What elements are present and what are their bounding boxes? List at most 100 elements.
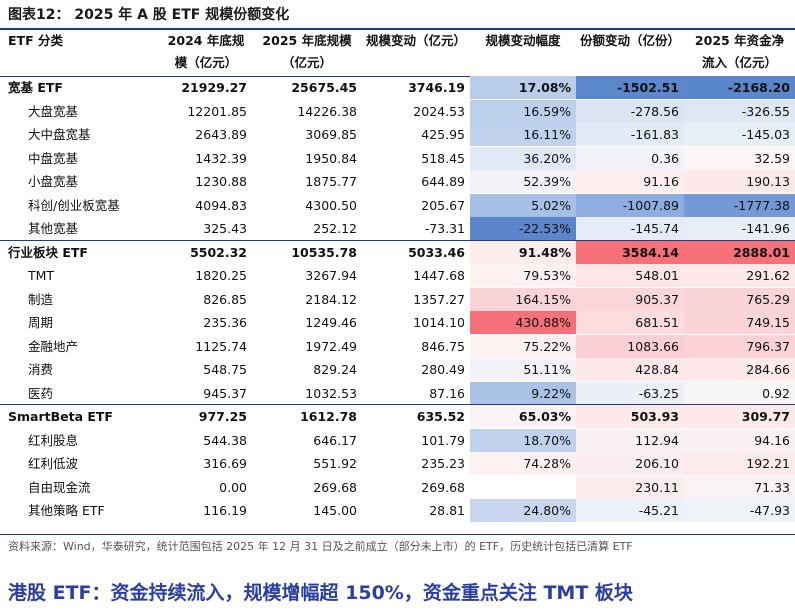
share-change-cell: -145.74 (576, 217, 684, 240)
size-change-pct-cell: 16.59% (470, 99, 576, 123)
share-change-cell: 681.51 (576, 311, 684, 334)
table-row: 中盘宽基 1432.39 1950.84 518.45 36.20% 0.36 32.59 (0, 146, 795, 170)
net-inflow-cell: -47.93 (684, 499, 795, 522)
size-2025-cell: 1032.53 (305, 385, 357, 401)
table-row: TMT 1820.25 3267.94 1447.68 79.53% 548.01 291.… (0, 264, 795, 287)
share-change-cell: 230.11 (576, 475, 684, 499)
size-change-cell: 644.89 (421, 174, 465, 189)
size-2025-cell: 1972.49 (305, 338, 357, 354)
row-label: 小盘宽基 (28, 174, 79, 189)
share-change-cell: 3584.14 (576, 240, 684, 264)
size-change-cell: 1447.68 (413, 268, 465, 283)
size-2025-cell: 14226.38 (297, 103, 357, 119)
row-label: 其他策略 ETF (28, 503, 105, 518)
net-inflow-cell: 291.62 (684, 264, 795, 287)
size-change-cell: 1014.10 (413, 315, 465, 330)
size-2025-cell: 1249.46 (305, 315, 357, 330)
size-change-cell: 3746.19 (408, 80, 465, 95)
net-inflow-cell: 94.16 (684, 428, 795, 452)
size-2025-cell: 3069.85 (305, 127, 357, 142)
size-change-cell: 28.81 (429, 503, 465, 518)
size-change-cell: 2024.53 (413, 103, 465, 119)
size-2025-cell: 10535.78 (291, 244, 357, 260)
row-label: 周期 (28, 315, 54, 330)
size-2024-cell: 21929.27 (181, 80, 247, 95)
share-change-cell: -278.56 (576, 99, 684, 123)
section-divider (0, 404, 795, 405)
size-change-pct-cell (470, 475, 576, 499)
size-2024-cell: 2643.89 (195, 127, 247, 142)
header-2024-size-b: 模（亿元） (174, 55, 238, 70)
share-change-cell: 112.94 (576, 428, 684, 452)
size-2024-cell: 1432.39 (195, 150, 247, 166)
size-2024-cell: 1125.74 (195, 338, 247, 354)
share-change-cell: 0.36 (576, 146, 684, 170)
size-2025-cell: 145.00 (313, 503, 357, 518)
size-2024-cell: 4094.83 (195, 197, 247, 213)
net-inflow-cell: 309.77 (684, 405, 795, 428)
size-2025-cell: 829.24 (313, 362, 357, 377)
net-inflow-cell: -141.96 (684, 217, 795, 240)
row-label: 医药 (28, 385, 54, 401)
row-label: 大中盘宽基 (28, 127, 91, 142)
row-label: 金融地产 (28, 338, 79, 354)
share-change-cell: 503.93 (576, 405, 684, 428)
size-2025-cell: 252.12 (313, 221, 357, 236)
size-change-cell: 846.75 (421, 338, 465, 354)
size-2024-cell: 544.38 (203, 432, 247, 448)
size-change-pct-cell: 17.08% (470, 76, 576, 99)
net-inflow-cell: 796.37 (684, 334, 795, 358)
size-change-pct-cell: 5.02% (470, 193, 576, 217)
share-change-cell: -45.21 (576, 499, 684, 522)
row-label: 消费 (28, 362, 54, 377)
size-change-pct-cell: 75.22% (470, 334, 576, 358)
table-row: 宽基 ETF 21929.27 25675.45 3746.19 17.08% -1502… (0, 76, 795, 99)
size-change-pct-cell: 430.88% (470, 311, 576, 334)
size-2025-cell: 269.68 (313, 479, 357, 495)
header-2024-size-a: 2024 年底规 (167, 33, 245, 48)
size-change-cell: 87.16 (429, 385, 465, 401)
row-label: 宽基 ETF (8, 80, 63, 95)
page-title: 图表12： 2025 年 A 股 ETF 规模份额变化 (8, 7, 290, 23)
net-inflow-cell: -2168.20 (684, 76, 795, 99)
size-change-cell: 269.68 (421, 479, 465, 495)
source-note: 资料来源：Wind，华泰研究，统计范围包括 2025 年 12 月 31 日及之… (8, 540, 633, 553)
share-change-cell: 905.37 (576, 287, 684, 311)
net-inflow-cell: 32.59 (684, 146, 795, 170)
size-change-pct-cell: 16.11% (470, 123, 576, 146)
size-change-pct-cell: 51.11% (470, 358, 576, 381)
net-inflow-cell: 284.66 (684, 358, 795, 381)
row-label: 行业板块 ETF (8, 244, 88, 260)
header-size-change: 规模变动（亿元） (365, 33, 466, 48)
row-label: SmartBeta ETF (8, 409, 113, 424)
row-label: 中盘宽基 (28, 150, 79, 166)
size-change-cell: -73.31 (424, 221, 465, 236)
table-row: 行业板块 ETF 5502.32 10535.78 5033.46 91.48% 3584… (0, 240, 795, 264)
size-change-pct-cell: -22.53% (470, 217, 576, 240)
size-2025-cell: 2184.12 (305, 291, 357, 307)
header-size-change-pct: 规模变动幅度 (485, 33, 561, 48)
size-change-pct-cell: 9.22% (470, 381, 576, 405)
section-divider (0, 239, 795, 241)
size-2024-cell: 1820.25 (195, 268, 247, 283)
size-2025-cell: 1612.78 (300, 409, 357, 424)
size-2025-cell: 646.17 (313, 432, 357, 448)
size-2024-cell: 1230.88 (195, 174, 247, 189)
share-change-cell: 1083.66 (576, 334, 684, 358)
net-inflow-cell: 765.29 (684, 287, 795, 311)
table-row: 大中盘宽基 2643.89 3069.85 425.95 16.11% -161.83 -1… (0, 123, 795, 146)
table-row: 消费 548.75 829.24 280.49 51.11% 428.84 284.66 (0, 358, 795, 381)
table-row: 红利低波 316.69 551.92 235.23 74.28% 206.10 192.21 (0, 452, 795, 475)
size-change-pct-cell: 36.20% (470, 146, 576, 170)
net-inflow-cell: 0.92 (684, 381, 795, 405)
share-change-cell: -1007.89 (576, 193, 684, 217)
size-2024-cell: 116.19 (203, 503, 247, 518)
row-label: 红利股息 (28, 432, 79, 448)
net-inflow-cell: 749.15 (684, 311, 795, 334)
table-row: 其他宽基 325.43 252.12 -73.31 -22.53% -145.74 -141… (0, 217, 795, 240)
row-label: 自由现金流 (28, 479, 91, 495)
table-row: 小盘宽基 1230.88 1875.77 644.89 52.39% 91.16 190.1… (0, 170, 795, 193)
row-label: 红利低波 (28, 456, 79, 471)
table-row: 科创/创业板宽基 4094.83 4300.50 205.67 5.02% -1007.8… (0, 193, 795, 217)
size-change-cell: 425.95 (421, 127, 465, 142)
